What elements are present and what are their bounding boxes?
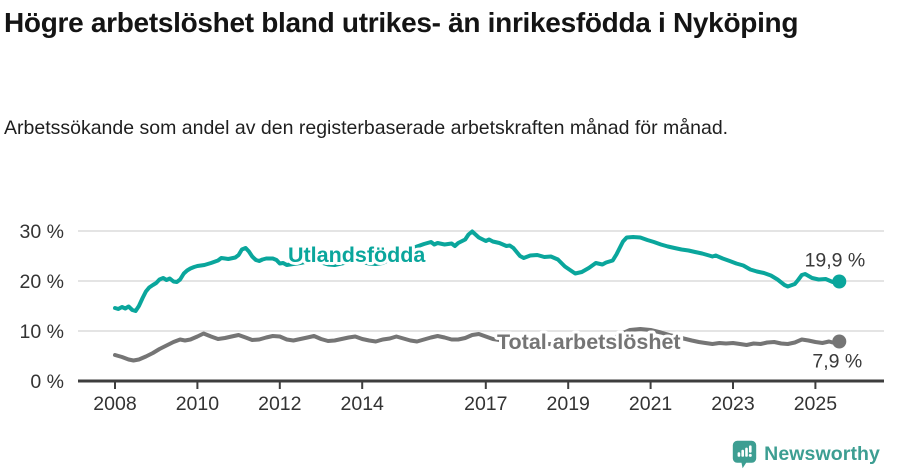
series-line-total xyxy=(113,327,842,363)
brand-footer: Newsworthy xyxy=(732,439,880,469)
x-tick-label: 2023 xyxy=(711,393,754,415)
page-title: Högre arbetslöshet bland utrikes- än inr… xyxy=(4,7,799,38)
x-tick-label: 2008 xyxy=(93,393,136,415)
y-tick-label: 0 % xyxy=(30,371,64,393)
series-label: Total arbetslöshet xyxy=(497,330,681,354)
newsworthy-logo-icon xyxy=(732,440,757,468)
brand-name: Newsworthy xyxy=(764,442,880,465)
chart-subtitle: Arbetssökande som andel av den registerb… xyxy=(4,117,729,139)
y-tick-label: 20 % xyxy=(20,271,64,293)
x-tick-label: 2012 xyxy=(258,393,301,415)
x-tick-label: 2017 xyxy=(464,393,507,415)
series-label: Utlandsfödda xyxy=(288,243,426,267)
x-tick-label: 2021 xyxy=(629,393,672,415)
series-end-value-label: 19,9 % xyxy=(805,250,866,272)
y-tick-label: 30 % xyxy=(20,221,64,243)
series-end-value-label: 7,9 % xyxy=(812,351,862,373)
x-tick-label: 2025 xyxy=(794,393,838,415)
y-tick-label: 10 % xyxy=(20,321,64,343)
series-line-utlandsfodda xyxy=(113,229,842,313)
x-tick-label: 2010 xyxy=(176,393,220,415)
series-end-dot xyxy=(832,274,847,289)
x-tick-label: 2019 xyxy=(547,393,590,415)
x-tick-label: 2014 xyxy=(341,393,385,415)
line-chart: 2008 2010 2012 2014 2017 2019 2021 2023 2025 0 % 1… xyxy=(20,221,884,415)
series-end-dot xyxy=(832,334,847,349)
